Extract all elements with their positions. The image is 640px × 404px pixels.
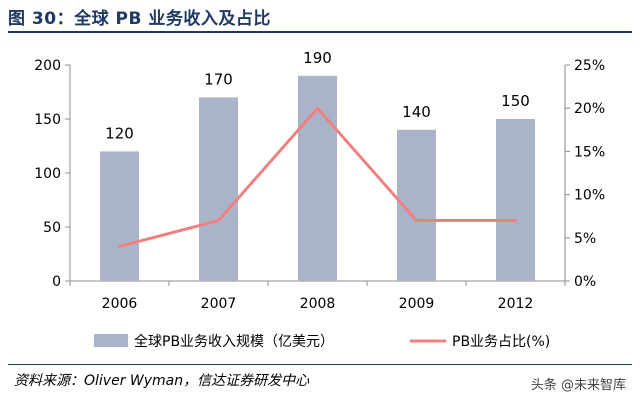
source-note: 资料来源：Oliver Wyman，信达证券研发中心: [14, 373, 310, 389]
share-point-2008: [316, 106, 319, 110]
bar-data-label: 120: [105, 124, 134, 142]
chart-title: 图 30：全球 PB 业务收入及占比: [8, 9, 271, 29]
left-tick-label: 200: [34, 58, 61, 74]
combo-chart: 0 50 100 150 200 0% 5% 10% 15% 20% 25% 2006 2007 2008…: [34, 49, 605, 350]
bar-data-label: 140: [402, 103, 431, 121]
right-tick-label: 5%: [574, 231, 596, 247]
title-divider: [8, 31, 632, 33]
share-point-2012: [514, 219, 517, 223]
x-tick-label: 2008: [300, 296, 336, 312]
x-tick-label: 2012: [498, 296, 534, 312]
bar-data-label: 170: [204, 70, 233, 88]
share-point-2007: [217, 219, 220, 223]
left-tick-label: 50: [43, 220, 61, 236]
bar-data-label: 190: [303, 49, 332, 67]
left-tick-label: 150: [34, 112, 61, 128]
left-tick-label: 100: [34, 166, 61, 182]
share-point-2009: [415, 219, 418, 223]
bar-2008: [298, 75, 337, 281]
bar-2012: [496, 119, 535, 281]
right-tick-label: 25%: [574, 58, 605, 74]
bar-2007: [199, 97, 238, 282]
x-tick-label: 2007: [201, 296, 237, 312]
legend-bar-label: 全球PB业务收入规模（亿美元）: [134, 333, 334, 350]
bar-2006: [100, 151, 139, 281]
x-tick-label: 2009: [399, 296, 435, 312]
right-tick-label: 0%: [574, 274, 596, 290]
right-tick-label: 15%: [574, 144, 605, 160]
legend-line-label: PB业务占比(%): [452, 334, 550, 350]
bar-data-label: 150: [501, 92, 530, 110]
x-tick-label: 2006: [102, 296, 138, 312]
share-point-2006: [118, 244, 121, 248]
watermark: 头条 @未来智库: [530, 378, 626, 393]
left-tick-label: 0: [52, 274, 61, 290]
right-tick-label: 10%: [574, 188, 605, 204]
footer-divider: [8, 364, 632, 365]
right-tick-label: 20%: [574, 101, 605, 117]
legend-bar-swatch: [94, 334, 128, 347]
